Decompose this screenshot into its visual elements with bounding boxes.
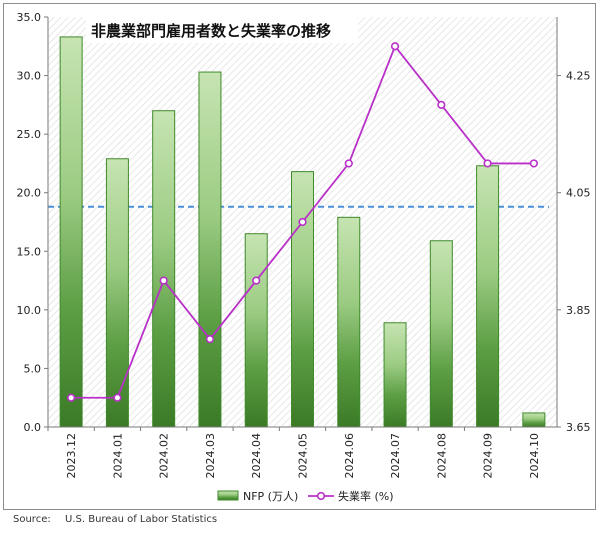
legend-swatch-unemployment-marker — [316, 491, 326, 501]
line-point — [390, 42, 400, 51]
line-point — [298, 217, 307, 227]
y-left-tick-label: 25.0 — [17, 128, 42, 141]
y-left-tick-label: 5.0 — [24, 362, 42, 375]
bar — [383, 322, 407, 428]
legend-label-nfp: NFP (万人) — [243, 490, 298, 503]
x-tick-label: 2024.06 — [343, 433, 356, 479]
x-tick-label: 2024.02 — [158, 433, 171, 479]
bar — [291, 171, 314, 428]
line-point — [159, 276, 168, 285]
x-tick-label: 2024.08 — [435, 433, 448, 479]
line-point — [113, 393, 122, 402]
line-point — [437, 100, 446, 109]
bar — [198, 71, 222, 428]
y-right-tick-label: 4.25 — [566, 70, 591, 83]
line-point — [529, 159, 538, 168]
line-point — [483, 159, 492, 168]
y-left-tick-label: 20.0 — [17, 187, 42, 200]
bar — [337, 216, 361, 428]
bar — [105, 158, 129, 428]
x-tick-label: 2024.09 — [482, 433, 495, 479]
legend-label-unemployment: 失業率 (%) — [338, 489, 394, 503]
x-tick-label: 2024.04 — [250, 433, 263, 479]
line-point — [67, 393, 76, 402]
line-point — [205, 335, 215, 344]
x-tick-label: 2024.07 — [389, 433, 402, 479]
bar — [244, 233, 268, 428]
y-left-tick-label: 10.0 — [17, 304, 42, 317]
bar — [59, 36, 83, 428]
x-tick-label: 2023.12 — [65, 433, 78, 479]
bar — [152, 110, 176, 428]
source-text: U.S. Bureau of Labor Statistics — [65, 514, 218, 525]
y-left-tick-label: 15.0 — [17, 245, 42, 258]
y-right-tick-label: 3.65 — [566, 421, 591, 434]
x-tick-label: 2024.01 — [111, 433, 124, 479]
y-left-tick-label: 35.0 — [17, 11, 42, 24]
y-left-tick-label: 30.0 — [17, 70, 42, 83]
x-tick-label: 2024.10 — [528, 433, 541, 479]
bar — [476, 165, 500, 428]
x-tick-label: 2024.05 — [297, 433, 310, 479]
x-tick-label: 2024.03 — [204, 433, 217, 479]
source-line: Source: U.S. Bureau of Labor Statistics — [13, 514, 217, 525]
y-right-tick-label: 3.85 — [566, 304, 591, 317]
legend-swatch-nfp — [217, 490, 239, 501]
bar — [429, 240, 453, 428]
chart-title-background — [86, 17, 358, 43]
line-point — [252, 276, 261, 285]
y-left-tick-label: 0.0 — [24, 421, 42, 434]
chart-title: 非農業部門雇用者数と失業率の推移 — [91, 22, 331, 40]
line-point — [344, 159, 353, 168]
bar — [522, 412, 546, 428]
source-label: Source: — [13, 514, 51, 525]
y-right-tick-label: 4.05 — [566, 187, 591, 200]
